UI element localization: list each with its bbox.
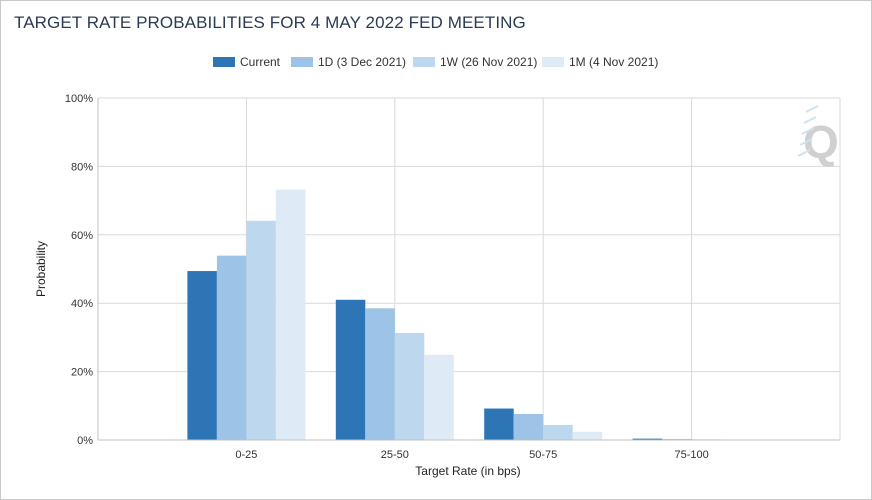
bar-25-50-1[interactable] [365,308,395,440]
bar-50-75-0[interactable] [484,408,514,440]
bars-layer [187,189,751,440]
x-tick-label: 75-100 [674,449,708,461]
q-logo-stripe [803,116,817,124]
legend-label: 1W (26 Nov 2021) [440,55,538,69]
bar-0-25-2[interactable] [246,220,276,440]
y-tick-label: 0% [77,435,93,447]
legend-swatch [413,57,435,67]
q-logo-stripe [797,149,811,157]
bar-75-100-0[interactable] [632,438,663,440]
q-logo-stripe [799,138,813,146]
bar-50-75-3[interactable] [572,431,603,440]
y-axis-label: Probability [34,241,48,297]
chart-title: TARGET RATE PROBABILITIES FOR 4 MAY 2022… [14,13,526,32]
legend-label: 1D (3 Dec 2021) [318,55,407,69]
legend-swatch [291,57,313,67]
bar-25-50-0[interactable] [335,299,366,440]
y-tick-label: 20% [71,367,93,379]
bar-0-25-3[interactable] [275,189,306,440]
bar-75-100-1[interactable] [662,438,692,440]
x-tick-label: 25-50 [381,449,409,461]
legend-label: Current [240,55,281,69]
q-logo-letter: Q [803,116,839,168]
x-tick-label: 0-25 [235,449,257,461]
axes: 0% 20% 40% 60% 80% 100% 0-25 25-50 50-75 75-100 [65,93,841,461]
q-logo-icon: Q [797,105,839,168]
legend-item[interactable]: 1M (4 Nov 2021) [542,54,658,70]
bar-50-75-2[interactable] [543,424,573,440]
bar-25-50-3[interactable] [424,354,454,440]
x-axis-label: Target Rate (in bps) [415,464,520,478]
legend-item[interactable]: 1D (3 Dec 2021) [291,54,406,70]
x-tick-label: 50-75 [529,449,557,461]
bar-50-75-1[interactable] [513,414,544,440]
y-tick-label: 60% [71,230,93,242]
q-logo-stripe [805,105,819,113]
legend-item[interactable]: Current [213,54,280,70]
legend-item[interactable]: 1W (26 Nov 2021) [413,54,537,70]
legend-swatch [542,57,564,67]
legend: Current 1D (3 Dec 2021) 1W (26 Nov 2021) 1M… [0,54,872,70]
bar-25-50-2[interactable] [394,332,425,440]
y-tick-label: 80% [71,161,93,173]
q-logo-stripe [801,127,815,135]
legend-swatch [213,57,235,67]
y-tick-label: 40% [71,298,93,310]
bar-0-25-0[interactable] [187,271,217,440]
bar-0-25-1[interactable] [216,255,247,440]
legend-label: 1M (4 Nov 2021) [569,55,659,69]
y-tick-label: 100% [65,93,93,105]
